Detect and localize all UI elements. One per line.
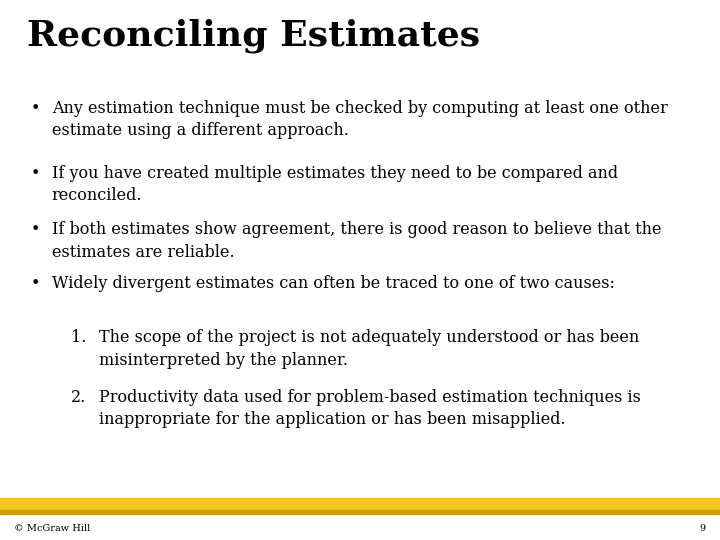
- Text: Reconciling Estimates: Reconciling Estimates: [27, 19, 480, 53]
- Text: •: •: [30, 165, 40, 181]
- Text: •: •: [30, 221, 40, 238]
- Text: 1.: 1.: [71, 329, 86, 346]
- Text: The scope of the project is not adequately understood or has been
misinterpreted: The scope of the project is not adequate…: [99, 329, 639, 369]
- Text: Any estimation technique must be checked by computing at least one other
estimat: Any estimation technique must be checked…: [52, 100, 667, 139]
- Text: 2.: 2.: [71, 389, 86, 406]
- Text: © McGraw Hill: © McGraw Hill: [14, 524, 91, 533]
- Text: •: •: [30, 100, 40, 117]
- Text: Widely divergent estimates can often be traced to one of two causes:: Widely divergent estimates can often be …: [52, 275, 615, 292]
- Text: 9: 9: [699, 524, 706, 533]
- Text: •: •: [30, 275, 40, 292]
- Text: If you have created multiple estimates they need to be compared and
reconciled.: If you have created multiple estimates t…: [52, 165, 618, 204]
- Text: If both estimates show agreement, there is good reason to believe that the
estim: If both estimates show agreement, there …: [52, 221, 662, 261]
- Text: Productivity data used for problem-based estimation techniques is
inappropriate : Productivity data used for problem-based…: [99, 389, 642, 428]
